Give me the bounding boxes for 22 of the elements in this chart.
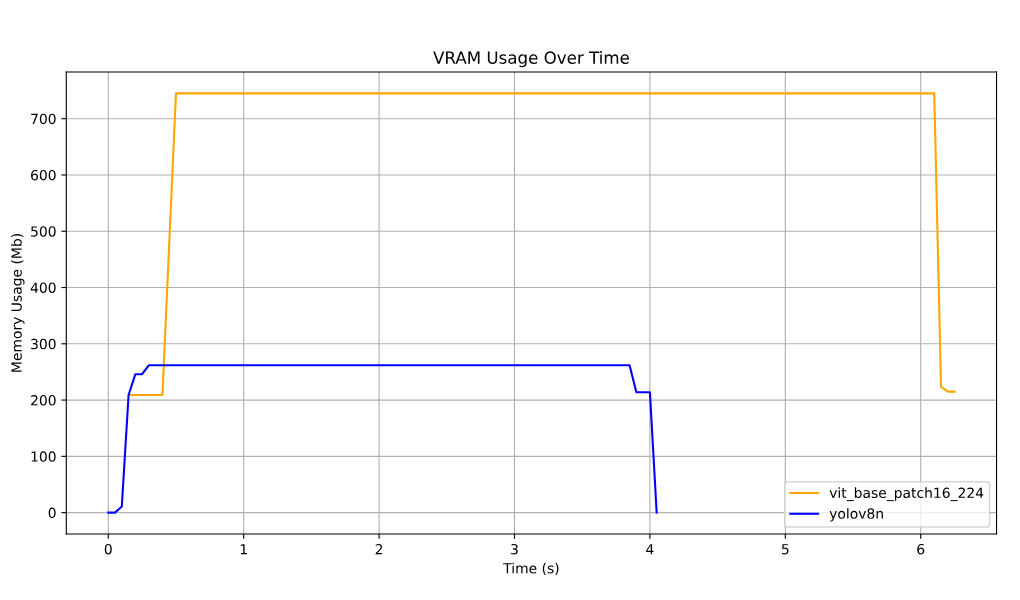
x-tick-label: 1 [240, 544, 247, 555]
line-series [107, 364, 658, 514]
x-tick-label: 5 [781, 544, 789, 555]
y-tick-label: 400 [30, 282, 56, 293]
x-tick-label: 0 [104, 543, 112, 555]
x-tick-label: 2 [375, 543, 383, 555]
chart-title: VRAM Usage Over Time [433, 51, 629, 68]
y-tick-label: 700 [31, 113, 56, 125]
x-tick-label: 3 [511, 543, 518, 555]
y-tick-label: 100 [31, 451, 56, 462]
y-tick-label: 500 [31, 226, 56, 237]
y-tick-label: 0 [48, 507, 56, 519]
legend-label: yolov8n [829, 508, 883, 522]
x-axis-title: Time (s) [503, 562, 559, 576]
y-axis-title: Memory Usage (Mb) [11, 234, 25, 372]
legend-label: vit_base_patch16_224 [829, 487, 984, 502]
y-tick-label: 300 [31, 338, 56, 350]
x-tick-label: 4 [646, 544, 654, 555]
line-series [127, 92, 956, 397]
y-tick-label: 600 [31, 169, 56, 181]
y-tick-label: 200 [31, 395, 56, 406]
x-tick-label: 6 [917, 543, 925, 555]
